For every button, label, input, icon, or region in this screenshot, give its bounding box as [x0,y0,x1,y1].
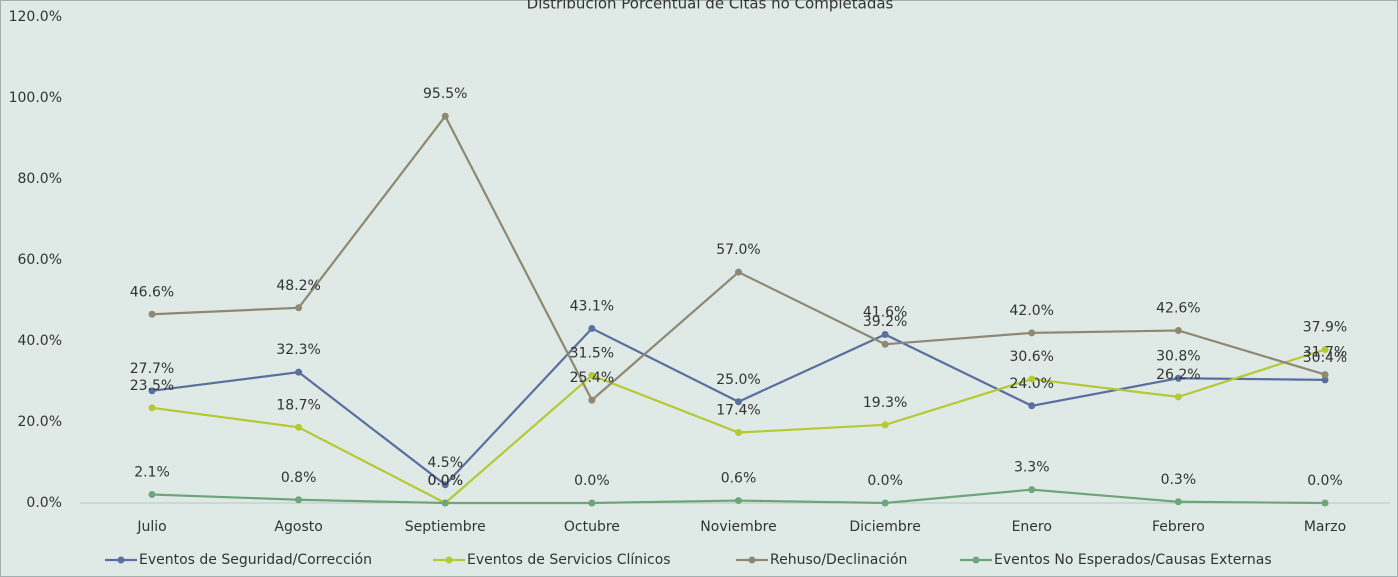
data-label: 2.1% [134,464,170,480]
data-point [735,398,742,406]
legend-marker [445,556,453,564]
data-point [881,421,889,429]
data-label: 48.2% [276,278,320,294]
legend-label: Rehuso/Declinación [770,552,907,568]
y-tick-label: 100.0% [9,90,62,106]
data-point [295,304,303,312]
data-label: 31.7% [1303,345,1347,361]
data-label: 0.0% [1307,473,1343,489]
y-tick-label: 40.0% [18,333,62,349]
data-point [1028,402,1036,410]
data-label: 37.9% [1303,320,1347,336]
data-point [1174,393,1182,401]
data-point [1321,376,1329,384]
legend-marker [117,556,125,564]
data-point [1028,329,1036,337]
y-tick-label: 60.0% [18,252,62,268]
data-point [1321,346,1329,354]
data-label: 42.6% [1156,300,1200,316]
data-point [1174,498,1182,506]
data-label: 24.0% [1010,376,1054,392]
data-label: 31.5% [570,345,614,361]
data-point [1174,326,1182,334]
data-label: 0.3% [1161,472,1197,488]
data-point [588,499,596,507]
data-point [148,490,156,498]
data-label: 41.6% [863,305,907,321]
data-point [588,371,596,379]
x-tick-label: Febrero [1152,519,1205,535]
x-tick-label: Noviembre [700,519,776,535]
legend-marker [972,556,980,564]
data-label: 0.0% [427,473,463,489]
data-point [148,404,156,412]
legend-marker [748,556,756,564]
data-label: 57.0% [716,242,760,258]
data-label: 0.0% [574,473,610,489]
data-point [1174,374,1182,382]
x-tick-label: Diciembre [849,519,920,535]
data-point [881,331,889,339]
data-label: 3.3% [1014,460,1050,476]
data-point [588,324,596,332]
data-label: 0.0% [867,473,903,489]
y-tick-label: 20.0% [18,414,62,430]
data-label: 17.4% [716,403,760,419]
data-point [588,396,596,404]
data-point [1321,371,1329,379]
data-point [148,387,156,395]
data-label: 23.5% [130,378,174,394]
data-point [148,310,156,318]
data-point [881,340,889,348]
data-label: 32.3% [276,342,320,358]
x-tick-label: Julio [136,519,166,535]
data-point [735,429,742,437]
data-point [1028,486,1036,494]
data-point [1028,375,1036,383]
x-tick-label: Septiembre [405,519,486,535]
data-label: 18.7% [276,397,320,413]
y-tick-label: 0.0% [26,495,62,511]
data-label: 30.4% [1303,350,1347,366]
x-tick-label: Enero [1012,519,1052,535]
data-point [441,499,449,507]
data-label: 19.3% [863,395,907,411]
data-label: 95.5% [423,86,467,102]
data-point [441,112,449,120]
data-point [1321,499,1329,507]
data-label: 25.4% [570,370,614,386]
data-label: 25.0% [716,372,760,388]
legend-label: Eventos de Servicios Clínicos [467,552,671,568]
data-point [441,481,449,489]
data-point [295,423,303,431]
data-point [295,496,303,504]
data-label: 0.0% [427,473,463,489]
data-label: 27.7% [130,361,174,377]
y-tick-label: 120.0% [9,9,62,25]
data-label: 43.1% [570,298,614,314]
chart-title: Distribución Porcentual de Citas no Comp… [527,0,894,13]
data-label: 30.8% [1156,348,1200,364]
data-point [295,368,303,376]
data-label: 4.5% [427,455,463,471]
x-tick-label: Agosto [274,519,322,535]
data-point [735,268,742,276]
data-label: 42.0% [1010,303,1054,319]
data-point [735,497,742,505]
data-label: 0.8% [281,470,317,486]
data-label: 26.2% [1156,367,1200,383]
data-label: 0.6% [721,471,757,487]
x-tick-label: Marzo [1304,519,1346,535]
data-label: 30.6% [1010,349,1054,365]
x-tick-label: Octubre [564,519,620,535]
data-label: 46.6% [130,284,174,300]
data-point [881,499,889,507]
legend-label: Eventos de Seguridad/Corrección [139,552,372,568]
legend-label: Eventos No Esperados/Causas Externas [994,552,1272,568]
y-tick-label: 80.0% [18,171,62,187]
data-label: 39.2% [863,314,907,330]
